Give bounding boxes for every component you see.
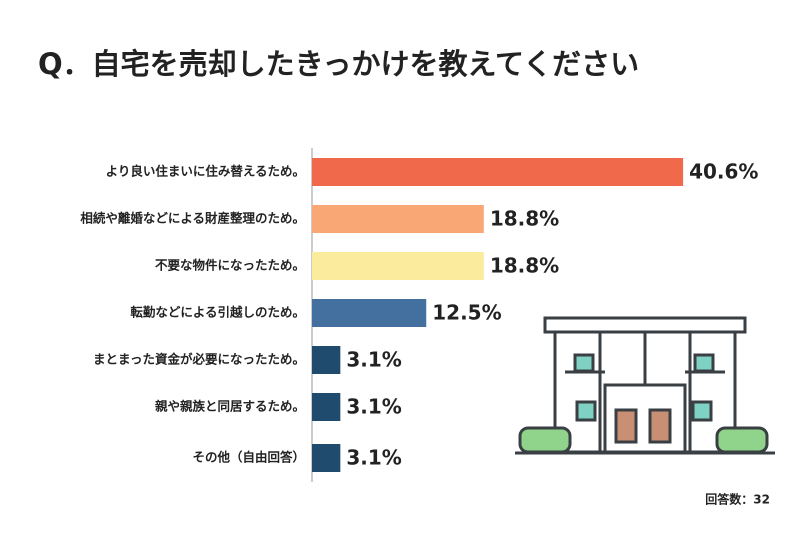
window	[693, 353, 715, 373]
value-label: 18.8%	[490, 207, 559, 231]
value-label: 3.1%	[346, 395, 401, 419]
door	[614, 408, 638, 444]
value-label: 3.1%	[346, 446, 401, 470]
bar	[312, 252, 484, 280]
bar	[312, 346, 341, 374]
window	[575, 400, 597, 422]
category-label: 不要な物件になったため。	[155, 258, 305, 273]
door	[648, 408, 672, 444]
bar	[312, 393, 341, 421]
window	[691, 400, 713, 422]
bar	[312, 205, 484, 233]
category-label: より良い住まいに住み替えるため。	[106, 164, 305, 179]
bar	[312, 299, 427, 327]
bar	[312, 158, 684, 186]
bar	[312, 444, 341, 472]
category-label: 親や親族と同居するため。	[155, 399, 305, 414]
building-illustration	[515, 316, 775, 455]
category-label: 転勤などによる引越しのため。	[130, 305, 305, 320]
value-label: 18.8%	[490, 254, 559, 278]
value-label: 40.6%	[689, 160, 758, 184]
chart-title: Q．自宅を売却したきっかけを教えてください	[38, 47, 639, 81]
category-label: まとまった資金が必要になったため。	[93, 352, 305, 367]
value-label: 12.5%	[432, 301, 501, 325]
category-label: その他（自由回答）	[192, 450, 305, 465]
note: 回答数：32	[705, 492, 770, 507]
category-label: 相続や離婚などによる財産整理のため。	[80, 211, 305, 226]
bush	[715, 426, 769, 454]
bush	[518, 426, 572, 454]
window	[573, 353, 595, 373]
roof	[543, 316, 747, 334]
value-label: 3.1%	[346, 348, 401, 372]
